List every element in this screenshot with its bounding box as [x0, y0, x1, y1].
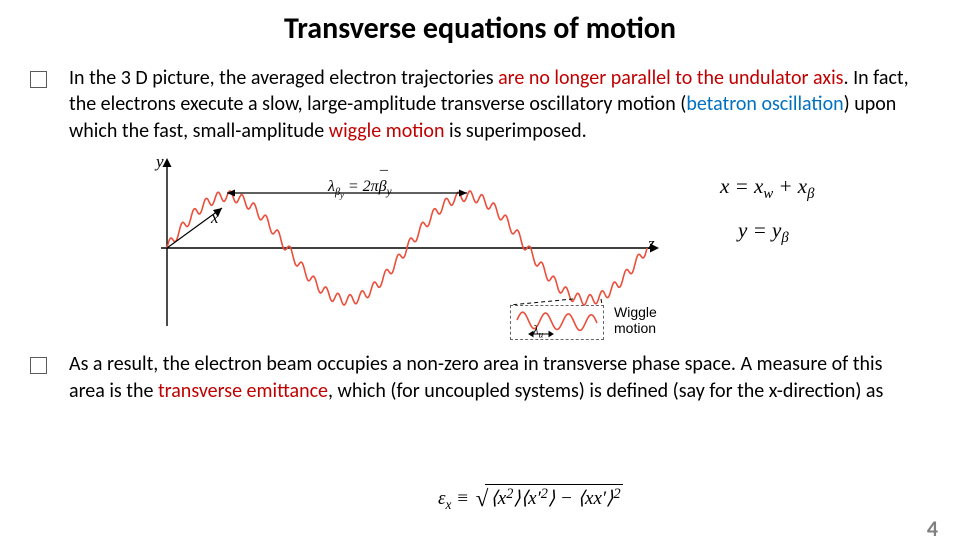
- z-axis-label: z: [648, 234, 655, 254]
- beta-period-label: λβy = 2πβ¯y: [328, 178, 392, 200]
- square-bullet-icon: [30, 357, 47, 374]
- x-vector-label: x: [211, 208, 219, 228]
- square-bullet-icon: [30, 71, 47, 88]
- wiggle-period-label: λu: [533, 322, 543, 340]
- bullet-text: As a result, the electron beam occupies …: [69, 351, 922, 404]
- bullet-item: In the 3 D picture, the averaged electro…: [0, 65, 960, 144]
- figure-container: y z x λβy = 2πβ¯y λu Wigglemotion x = xw…: [0, 152, 960, 347]
- emittance-equation: εx ≡ √⟨x2⟩⟨x′2⟩ − ⟨xx′⟩2: [438, 482, 623, 511]
- wiggle-callout-text: Wigglemotion: [614, 304, 657, 336]
- page-number: 4: [927, 515, 938, 542]
- bullet-text: In the 3 D picture, the averaged electro…: [69, 65, 922, 144]
- equation-x: x = xw + xβ: [720, 174, 814, 203]
- wiggle-callout-box: λu: [510, 305, 604, 340]
- page-title: Transverse equations of motion: [0, 10, 960, 47]
- y-axis-label: y: [156, 152, 164, 172]
- bullet-item: As a result, the electron beam occupies …: [0, 351, 960, 404]
- equation-y: y = yβ: [738, 218, 789, 247]
